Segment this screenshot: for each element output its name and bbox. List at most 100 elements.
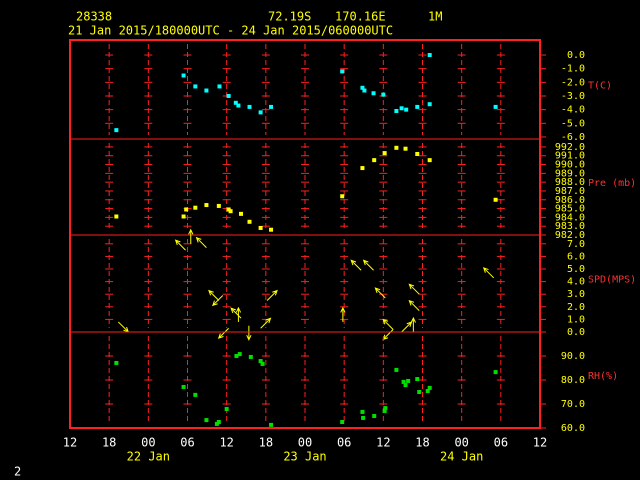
- wind-arrow: [382, 318, 394, 330]
- plot-area: 0.0 -1.0 -2.0 -3.0 -4.0 -5.0 -6.0 T(C) 992.0991.…: [63, 44, 636, 464]
- point: [114, 360, 119, 365]
- x-tick-label: 12: [219, 436, 233, 450]
- wind-arrow: [350, 259, 362, 271]
- point: [340, 420, 345, 424]
- point: [394, 145, 399, 150]
- x-tick-label: 18: [259, 436, 273, 450]
- point: [427, 385, 432, 390]
- y-tick-label: 80.0: [561, 375, 585, 386]
- x-tick-label: 00: [298, 436, 312, 450]
- wind-arrow: [208, 289, 220, 301]
- y-tick-label: -5.0: [561, 118, 585, 129]
- level: 1M: [428, 10, 442, 24]
- frame: [69, 39, 541, 429]
- y-tick-label: 7.0: [567, 239, 585, 250]
- point: [193, 392, 198, 397]
- point: [114, 214, 119, 219]
- point: [371, 91, 376, 96]
- point: [216, 203, 221, 208]
- point: [403, 146, 408, 151]
- point: [360, 166, 365, 171]
- point: [493, 370, 498, 375]
- point: [415, 104, 420, 109]
- point: [340, 194, 345, 199]
- wind-arrow: [246, 325, 252, 341]
- point: [181, 384, 186, 389]
- point: [399, 106, 404, 111]
- x-tick-label: 12: [63, 436, 77, 450]
- point: [383, 406, 388, 411]
- point: [362, 88, 367, 93]
- wind-arrow: [230, 307, 242, 319]
- wind-arrow: [266, 289, 278, 301]
- y-tick-label: -6.0: [561, 132, 585, 143]
- y-tick-label: 60.0: [561, 423, 585, 434]
- point: [269, 422, 274, 427]
- y-axis-label: RH(%): [588, 371, 618, 382]
- point: [415, 377, 420, 382]
- x-tick-label: 06: [494, 436, 508, 450]
- day-label: 24 Jan: [440, 450, 483, 464]
- wind-arrow: [260, 317, 272, 329]
- y-tick-label: 6.0: [567, 251, 585, 262]
- point: [493, 197, 498, 202]
- point: [193, 205, 198, 210]
- x-tick-label: 18: [415, 436, 429, 450]
- y-tick-label: 986.0: [555, 195, 585, 206]
- point: [226, 93, 231, 98]
- y-tick-label: -3.0: [561, 91, 585, 102]
- x-tick-label: 00: [454, 436, 468, 450]
- point: [394, 367, 399, 372]
- y-tick-label: 989.0: [555, 168, 585, 179]
- point: [224, 407, 229, 412]
- point: [403, 383, 408, 388]
- y-tick-label: 0.0: [567, 327, 585, 338]
- point: [406, 378, 411, 383]
- y-axis-label: SPD(MPS): [588, 275, 636, 286]
- point: [382, 151, 387, 156]
- point: [360, 409, 365, 414]
- point: [258, 110, 263, 115]
- point: [181, 214, 186, 219]
- y-tick-label: 70.0: [561, 399, 585, 410]
- point: [361, 415, 366, 420]
- point: [340, 69, 345, 74]
- y-tick-label: -1.0: [561, 64, 585, 75]
- point: [247, 219, 252, 224]
- point: [184, 207, 189, 212]
- x-tick-label: 06: [337, 436, 351, 450]
- point: [217, 84, 222, 89]
- wind-arrow: [408, 283, 420, 295]
- point: [234, 354, 239, 358]
- y-tick-label: 2.0: [567, 302, 585, 313]
- point: [269, 104, 274, 109]
- x-tick-label: 12: [533, 436, 547, 450]
- latitude: 72.19S: [268, 10, 311, 24]
- y-tick-label: 985.0: [555, 204, 585, 215]
- point: [404, 107, 409, 112]
- wind-arrow: [212, 295, 224, 307]
- wind-arrow: [410, 316, 416, 332]
- y-tick-label: 990.0: [555, 160, 585, 171]
- point: [216, 420, 221, 424]
- point: [114, 128, 119, 133]
- y-tick-label: 992.0: [555, 142, 585, 153]
- wind-arrow: [362, 259, 374, 271]
- point: [237, 352, 242, 357]
- point: [233, 100, 238, 105]
- point: [493, 104, 498, 109]
- point: [239, 211, 244, 216]
- point: [193, 84, 198, 89]
- y-tick-label: 3.0: [567, 289, 585, 300]
- wind-arrow: [340, 306, 346, 322]
- point: [372, 158, 377, 163]
- point: [204, 88, 209, 93]
- point: [401, 379, 406, 384]
- point: [269, 227, 274, 232]
- point: [427, 158, 432, 163]
- point: [260, 361, 265, 366]
- y-tick-label: 982.0: [555, 230, 585, 241]
- y-tick-label: 983.0: [555, 221, 585, 232]
